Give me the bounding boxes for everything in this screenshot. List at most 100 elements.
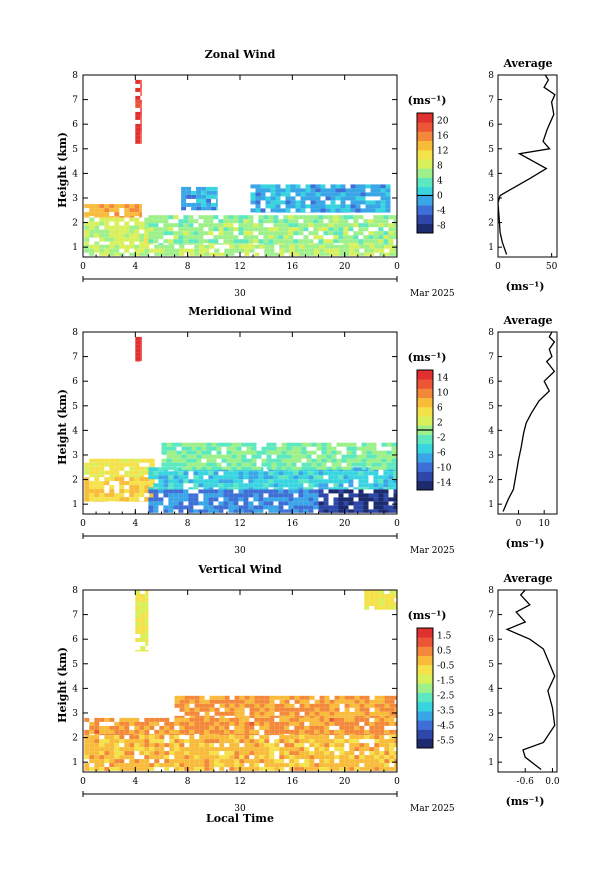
heatmap-cell [251, 450, 257, 455]
heatmap-cell [383, 489, 389, 494]
heatmap-cell [238, 509, 244, 513]
heatmap-cell [339, 248, 345, 253]
heatmap-cell [119, 497, 125, 502]
heatmap-cell [283, 223, 289, 228]
heatmap-cell [354, 763, 360, 768]
heatmap-cell [289, 711, 295, 716]
heatmap-cell [263, 501, 269, 506]
heatmap-cell [331, 450, 337, 455]
heatmap-cell [344, 695, 350, 700]
heatmap-cell [243, 223, 249, 228]
heatmap-cell [119, 477, 125, 482]
heatmap-cell [324, 715, 330, 718]
heatmap-cell [340, 208, 346, 213]
zonal-panel: Zonal Wind Average (ms⁻¹) (ms⁻¹) 30 Mar … [56, 48, 553, 299]
heatmap-cell [293, 223, 299, 228]
heatmap-cell [211, 186, 217, 191]
heatmap-cell [354, 739, 360, 744]
heatmap-cell [104, 229, 110, 234]
heatmap-cell [309, 763, 315, 768]
heatmap-cell [268, 483, 274, 488]
heatmap-cell [364, 767, 370, 771]
heatmap-cell [139, 481, 145, 486]
heatmap-cell [308, 239, 314, 244]
heatmap-cell [179, 759, 185, 764]
heatmap-cell [265, 196, 271, 201]
heatmap-cell [294, 721, 300, 726]
heatmap-cell [319, 763, 325, 768]
heatmap-cell [206, 446, 212, 451]
heatmap-cell [241, 462, 247, 467]
heatmap-cell [373, 223, 379, 228]
y-tick-label: 6 [72, 377, 78, 387]
heatmap-cell [219, 729, 225, 734]
heatmap-cell [294, 751, 300, 756]
heatmap-cell [334, 699, 340, 704]
heatmap-cell [204, 717, 210, 722]
heatmap-cell [274, 715, 280, 718]
heatmap-cell [124, 489, 130, 494]
heatmap-cell [344, 729, 350, 734]
heatmap-cell [344, 703, 350, 708]
heatmap-cell [268, 239, 274, 244]
heatmap-cell [159, 725, 165, 730]
heatmap-cell [318, 235, 324, 240]
heatmap-cell [363, 501, 369, 506]
heatmap-cell [246, 458, 252, 463]
heatmap-cell [234, 715, 240, 718]
heatmap-cell [294, 715, 300, 718]
heatmap-cell [161, 462, 167, 467]
heatmap-cell [328, 215, 334, 220]
heatmap-cell [333, 489, 339, 494]
heatmap-cell [229, 248, 235, 253]
heatmap-cell [184, 717, 190, 722]
heatmap-cell [333, 239, 339, 244]
heatmap-cell [278, 497, 284, 502]
heatmap-cell [388, 215, 394, 220]
heatmap-cell [94, 244, 100, 249]
average-y-tick-label: 1 [488, 758, 494, 768]
heatmap-cell [206, 458, 212, 463]
heatmap-cell [319, 739, 325, 744]
heatmap-cell [359, 717, 365, 722]
heatmap-cell [209, 715, 215, 718]
heatmap-cell [229, 743, 235, 748]
heatmap-cell [330, 200, 336, 205]
heatmap-cell [145, 590, 149, 594]
heatmap-cell [269, 729, 275, 734]
heatmap-cell [260, 192, 266, 197]
heatmap-cell [184, 739, 190, 744]
heatmap-cell [359, 715, 365, 718]
heatmap-cell [378, 223, 384, 228]
heatmap-cell [305, 192, 311, 197]
heatmap-cell [140, 650, 146, 652]
heatmap-cell [194, 244, 200, 249]
heatmap-cell [309, 721, 315, 726]
heatmap-cell [248, 489, 254, 494]
heatmap-cell [304, 707, 310, 712]
heatmap-cell [384, 606, 390, 610]
heatmap-cell [339, 747, 345, 752]
heatmap-cell [184, 751, 190, 756]
heatmap-cell [371, 466, 377, 470]
heatmap-cell [194, 751, 200, 756]
heatmap-cell [253, 239, 259, 244]
heatmap-cell [204, 699, 210, 704]
heatmap-cell [321, 446, 327, 451]
heatmap-cell [313, 497, 319, 502]
heatmap-cell [239, 751, 245, 756]
heatmap-cell [174, 763, 180, 768]
heatmap-cell [264, 695, 270, 700]
heatmap-cell [188, 243, 194, 245]
average-y-tick-label: 2 [488, 476, 494, 486]
heatmap-cell [124, 204, 130, 209]
heatmap-cell [139, 767, 145, 771]
heatmap-cell [243, 509, 249, 513]
heatmap-cell [375, 204, 381, 209]
heatmap-cell [266, 454, 272, 459]
heatmap-cell [308, 493, 314, 498]
heatmap-cell [158, 231, 164, 236]
heatmap-cell [375, 184, 381, 189]
heatmap-cell [99, 212, 105, 217]
heatmap-cell [199, 703, 205, 708]
